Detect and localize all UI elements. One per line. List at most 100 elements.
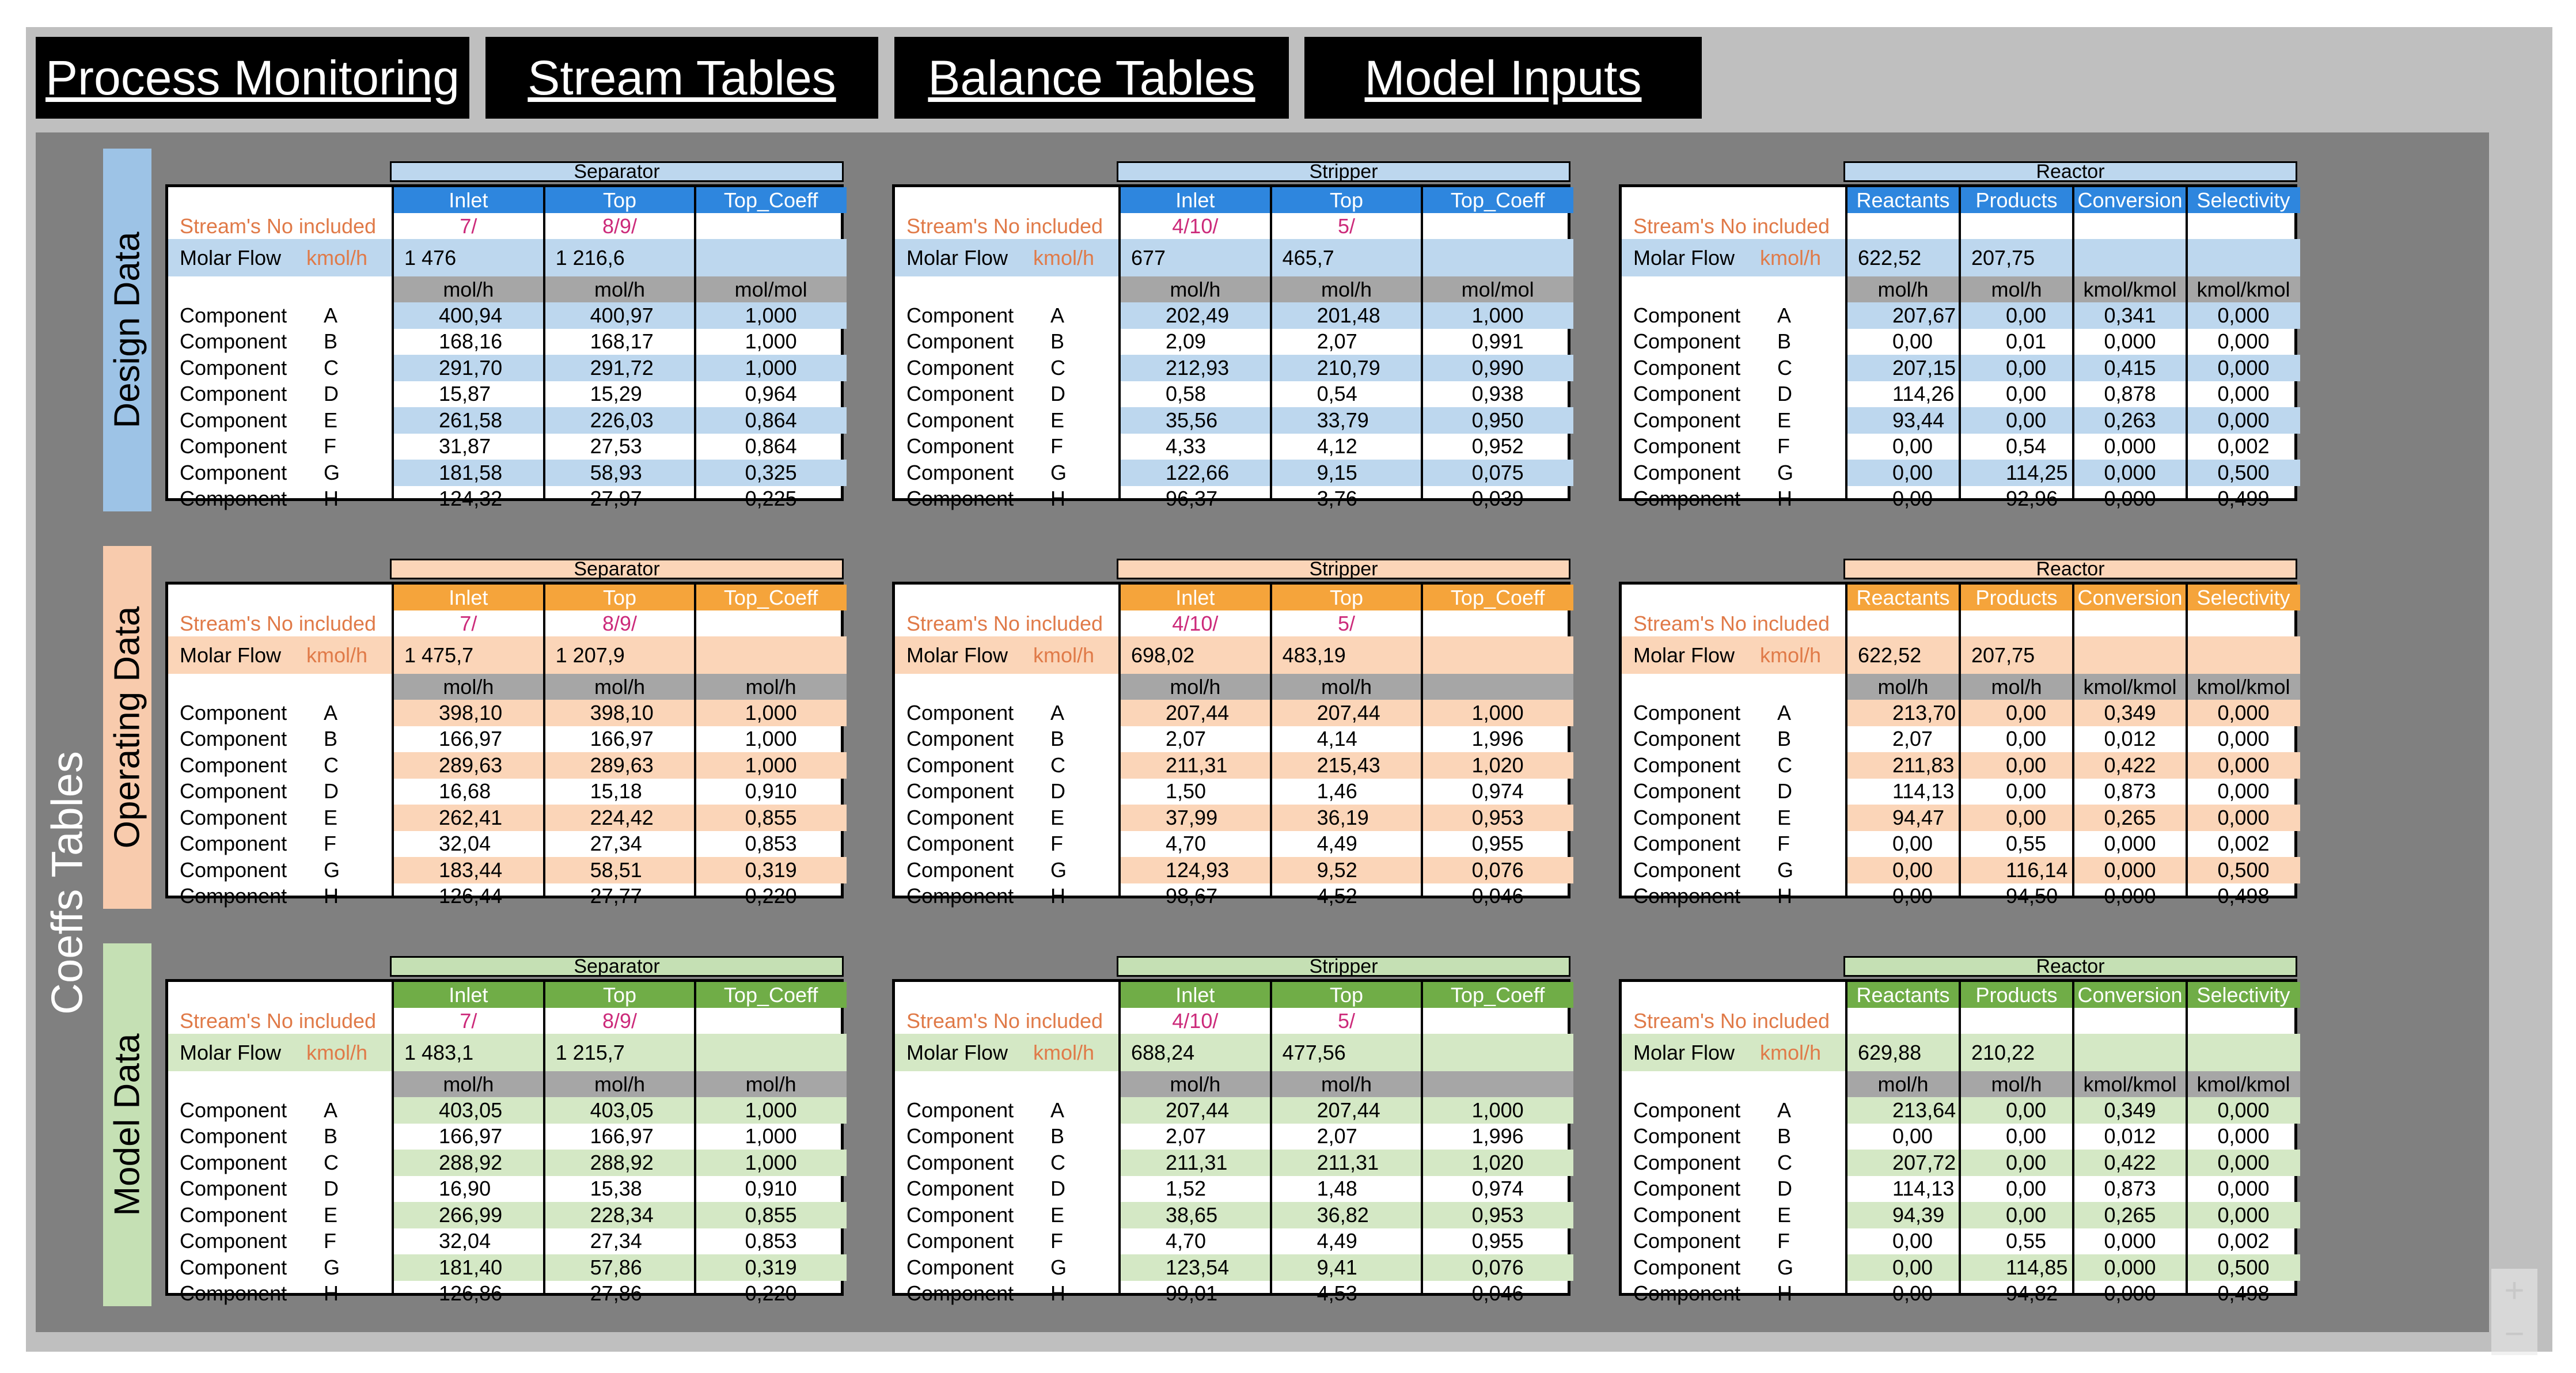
component-label: Component (906, 727, 1014, 751)
component-name: B (1777, 727, 1792, 751)
table-cell: 27,77 (590, 884, 642, 908)
table-group-header-reactor: Reactor (1843, 161, 2297, 183)
table-cell: 0,000 (2104, 858, 2156, 882)
table-cell: 291,72 (590, 355, 654, 380)
table-cell: 124,93 (1166, 858, 1230, 882)
component-label: Component (1633, 1255, 1741, 1279)
table-cell: 398,10 (439, 700, 503, 725)
units-row-band (1120, 276, 1573, 302)
table-cell: 0,58 (1166, 382, 1207, 406)
column-divider (1845, 187, 1847, 498)
component-label: Component (180, 779, 287, 803)
component-label: Component (1633, 382, 1741, 406)
table-cell: 0,00 (1892, 434, 1933, 458)
table-cell: 93,44 (1892, 408, 1945, 432)
table-group-header-separator: Separator (390, 955, 844, 977)
table-cell: 0,00 (2006, 805, 2047, 829)
table-cell: 0,00 (1892, 487, 1933, 511)
flow-value: 1 483,1 (404, 1040, 474, 1064)
flow-row-band (168, 1034, 847, 1071)
table-cell: 0,349 (2104, 1098, 2156, 1122)
table-cell: 33,79 (1317, 408, 1369, 432)
unit-label (1422, 1071, 1573, 1097)
tab-balance-tables[interactable]: Balance Tables (894, 37, 1289, 119)
table-cell: 0,000 (2217, 779, 2270, 803)
table-cell: 291,70 (439, 355, 503, 380)
table-cell: 207,44 (1317, 1098, 1380, 1122)
component-name: H (324, 1281, 339, 1306)
table-cell: 27,53 (590, 434, 642, 458)
table-cell: 1,996 (1471, 1124, 1524, 1148)
component-label: Component (906, 884, 1014, 908)
stream-label: Stream's No included (180, 214, 377, 238)
flow-unit: kmol/h (1760, 643, 1822, 667)
table-group-header-stripper: Stripper (1117, 161, 1570, 183)
table-cell: 9,52 (1317, 858, 1357, 882)
flow-value: 677 (1131, 245, 1166, 270)
tab-process-monitoring[interactable]: Process Monitoring (36, 37, 469, 119)
units-row-band (393, 674, 847, 700)
table-cell: 2,07 (1317, 329, 1357, 354)
table-cell: 0,000 (2104, 329, 2156, 354)
table-cell: 37,99 (1166, 805, 1218, 829)
unit-label: mol/h (1991, 674, 2042, 699)
component-label: Component (906, 408, 1014, 432)
table-cell: 0,974 (1471, 779, 1524, 803)
table-cell: 15,29 (590, 382, 642, 406)
unit-label: mol/mol (734, 277, 807, 301)
table-cell: 0,910 (745, 779, 797, 803)
component-label: Component (180, 487, 287, 511)
component-name: C (1777, 753, 1792, 777)
column-header: Top (1270, 982, 1422, 1008)
tab-stream-tables[interactable]: Stream Tables (485, 37, 878, 119)
component-label: Component (180, 1098, 287, 1122)
tab-model-inputs[interactable]: Model Inputs (1304, 37, 1702, 119)
flow-unit: kmol/h (1760, 1040, 1822, 1064)
table-cell: 0,955 (1471, 832, 1524, 856)
flow-label: Molar Flow (180, 245, 282, 270)
zoom-out-icon[interactable]: − (2504, 1314, 2525, 1353)
zoom-in-icon[interactable]: + (2504, 1271, 2525, 1310)
table-cell: 289,63 (439, 753, 503, 777)
unit-label: mol/h (1877, 277, 1929, 301)
stream-value: 7/ (460, 214, 477, 238)
unit-label: kmol/kmol (2083, 277, 2177, 301)
flow-value: 688,24 (1131, 1040, 1195, 1064)
unit-label: kmol/kmol (2196, 1072, 2290, 1096)
component-label: Component (1633, 700, 1741, 725)
component-name: B (324, 727, 338, 751)
table-cell: 1,020 (1471, 753, 1524, 777)
component-label: Component (906, 487, 1014, 511)
table-cell: 126,44 (439, 884, 503, 908)
flow-value (2073, 239, 2187, 276)
component-name: E (1050, 1203, 1065, 1227)
component-name: C (324, 355, 339, 380)
table-cell: 123,54 (1166, 1255, 1230, 1279)
table-cell: 0,000 (2217, 700, 2270, 725)
table-cell: 1,000 (1471, 1098, 1524, 1122)
stream-value: 4/10/ (1172, 214, 1219, 238)
component-label: Component (906, 1255, 1014, 1279)
component-name: G (324, 1255, 340, 1279)
table-cell: 94,50 (2006, 884, 2058, 908)
table-cell: 0,00 (2006, 355, 2047, 380)
table-cell: 289,63 (590, 753, 654, 777)
table-cell: 2,07 (1166, 727, 1207, 751)
zoom-control[interactable]: + − (2491, 1269, 2537, 1355)
table-cell: 403,05 (590, 1098, 654, 1122)
component-label: Component (180, 1124, 287, 1148)
component-label: Component (906, 1098, 1014, 1122)
stream-value (1846, 1008, 1960, 1034)
table-cell: 2,07 (1317, 1124, 1357, 1148)
component-label: Component (1633, 1229, 1741, 1253)
table-cell: 211,31 (1166, 1150, 1228, 1174)
table-cell: 0,00 (1892, 329, 1933, 354)
component-label: Component (906, 1203, 1014, 1227)
table-cell: 288,92 (590, 1150, 654, 1174)
unit-label: mol/h (1170, 277, 1221, 301)
table-cell: 0,00 (2006, 753, 2047, 777)
component-row-band (1120, 407, 1573, 434)
unit-label: mol/h (1877, 674, 1929, 699)
stream-value (1960, 1008, 2073, 1034)
flow-unit: kmol/h (1033, 643, 1095, 667)
